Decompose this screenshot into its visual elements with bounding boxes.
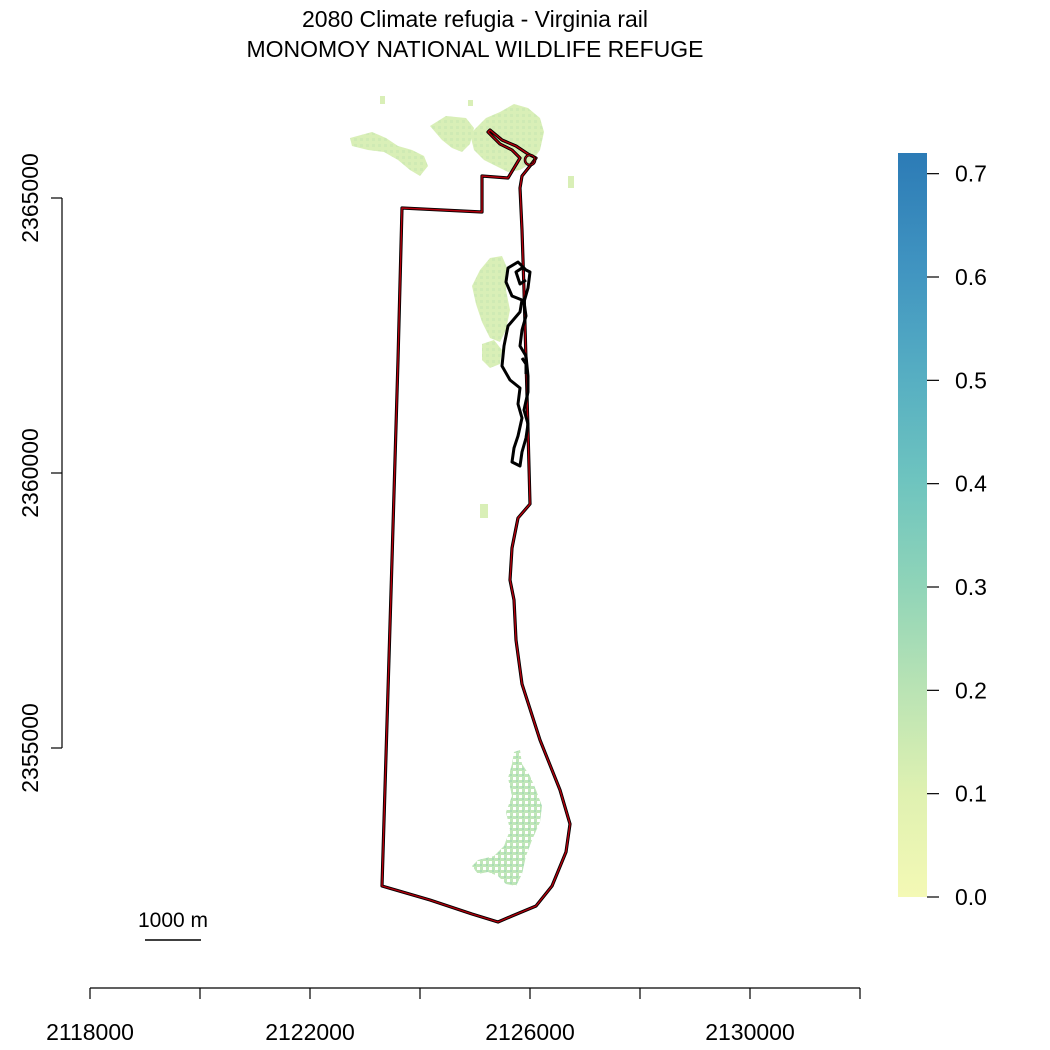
refuge-boundary-inner — [381, 129, 571, 923]
raster-patch-south — [472, 750, 542, 886]
raster-patch-north-center — [430, 116, 474, 152]
raster-patch-mid-dot — [480, 504, 488, 518]
suitability-raster — [350, 96, 574, 886]
legend-ticks: 0.0 0.1 0.2 0.3 0.4 0.5 0.6 0.7 — [927, 161, 987, 910]
x-tick-label: 2126000 — [485, 1019, 575, 1045]
legend-tick-label: 0.3 — [955, 574, 987, 600]
scale-bar: 1000 m — [138, 909, 208, 941]
map-title-line2: MONOMOY NATIONAL WILDLIFE REFUGE — [246, 36, 703, 62]
x-axis: 2118000 2122000 2126000 2130000 — [46, 987, 861, 1045]
legend-tick-label: 0.2 — [955, 677, 987, 703]
legend-color-bar — [898, 153, 927, 897]
refuge-boundary-ring-inner — [524, 154, 536, 166]
legend-tick-label: 0.1 — [955, 781, 987, 807]
x-tick-label: 2118000 — [46, 1019, 134, 1045]
legend-tick-label: 0.5 — [955, 367, 987, 393]
refuge-boundary-outline — [380, 128, 572, 924]
y-tick-label: 2365000 — [17, 153, 43, 243]
x-tick-label: 2122000 — [265, 1019, 355, 1045]
legend-tick-label: 0.4 — [955, 471, 987, 497]
shoreline-contour-small — [520, 357, 528, 374]
scale-bar-label: 1000 m — [138, 909, 208, 932]
y-axis-ticks: 2355000 2360000 2365000 — [17, 153, 62, 793]
legend-tick-label: 0.0 — [955, 884, 987, 910]
raster-patch-mid-upper — [472, 256, 510, 342]
legend-tick-label: 0.6 — [955, 264, 987, 290]
raster-patch-north-west — [350, 132, 428, 176]
legend: 0.0 0.1 0.2 0.3 0.4 0.5 0.6 0.7 — [898, 153, 987, 910]
y-axis: 2355000 2360000 2365000 — [17, 153, 63, 793]
refuge-boundary — [380, 128, 572, 924]
shoreline-contour — [500, 260, 532, 468]
raster-patch-north-small — [380, 96, 385, 104]
y-tick-label: 2355000 — [17, 703, 43, 793]
raster-patch-north-east — [470, 104, 544, 172]
raster-patch-mid-lower — [482, 340, 502, 368]
x-axis-ticks: 2118000 2122000 2126000 2130000 — [46, 988, 861, 1045]
x-tick-label: 2130000 — [705, 1019, 795, 1045]
legend-tick-label: 0.7 — [955, 161, 987, 187]
y-tick-label: 2360000 — [17, 428, 43, 518]
map-title-line1: 2080 Climate refugia - Virginia rail — [302, 6, 648, 32]
raster-patch-north-small2 — [468, 100, 473, 106]
raster-patch-east-small — [568, 176, 574, 188]
marsh-shoreline — [500, 260, 532, 468]
